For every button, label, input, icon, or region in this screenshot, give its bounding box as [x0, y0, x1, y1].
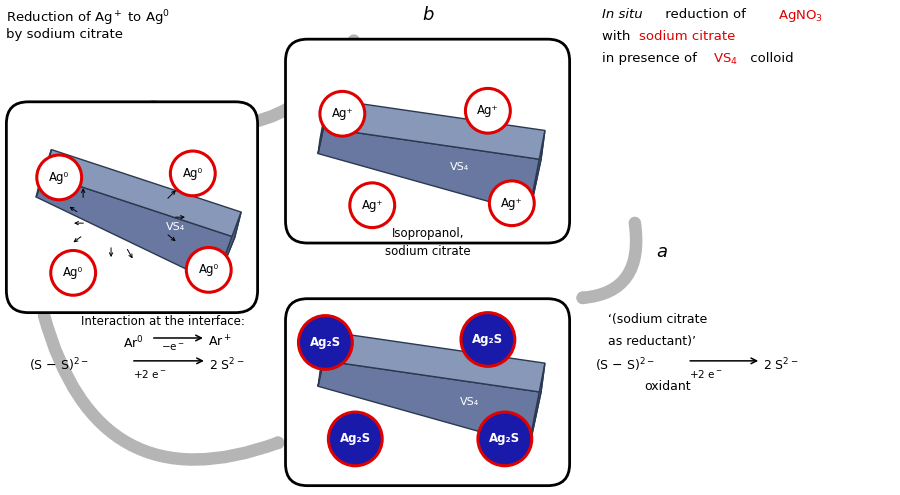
FancyArrowPatch shape: [153, 41, 354, 125]
Text: VS$_4$: VS$_4$: [713, 52, 738, 67]
Text: Ag₂S: Ag₂S: [310, 336, 341, 349]
Text: (S $-$ S)$^{2-}$: (S $-$ S)$^{2-}$: [30, 356, 89, 374]
Polygon shape: [323, 332, 544, 392]
Circle shape: [461, 313, 515, 366]
Text: VS₄: VS₄: [460, 397, 480, 407]
Text: by sodium citrate: by sodium citrate: [6, 28, 123, 41]
Text: Ag⁰: Ag⁰: [199, 263, 219, 276]
Circle shape: [465, 89, 510, 133]
FancyBboxPatch shape: [285, 39, 570, 243]
Text: Ag⁺: Ag⁺: [501, 197, 523, 210]
Circle shape: [328, 412, 382, 466]
Text: Ag₂S: Ag₂S: [339, 433, 371, 446]
Text: VS₄: VS₄: [450, 162, 470, 172]
FancyBboxPatch shape: [285, 298, 570, 486]
Text: Ag₂S: Ag₂S: [490, 433, 520, 446]
Text: Ag⁺: Ag⁺: [362, 198, 383, 212]
Polygon shape: [529, 363, 544, 446]
Text: reduction of: reduction of: [662, 8, 751, 21]
Circle shape: [320, 92, 365, 136]
Text: Ag₂S: Ag₂S: [472, 333, 503, 346]
Circle shape: [186, 248, 231, 292]
Text: Ag⁰: Ag⁰: [63, 266, 83, 279]
Text: AgNO$_3$: AgNO$_3$: [778, 8, 823, 24]
Text: Ag⁺: Ag⁺: [477, 104, 499, 117]
Polygon shape: [529, 131, 544, 213]
Text: Isopropanol,: Isopropanol,: [392, 227, 464, 240]
Text: as reductant)’: as reductant)’: [608, 335, 696, 347]
Polygon shape: [36, 175, 235, 284]
Text: $-$e$^-$: $-$e$^-$: [161, 343, 184, 353]
Text: 2 S$^{2-}$: 2 S$^{2-}$: [209, 356, 245, 373]
FancyBboxPatch shape: [6, 102, 257, 313]
Text: (S $-$ S)$^{2-}$: (S $-$ S)$^{2-}$: [595, 356, 654, 374]
Text: oxidant: oxidant: [644, 380, 691, 393]
Text: sodium citrate: sodium citrate: [385, 245, 471, 258]
Text: $+$2 e$^-$: $+$2 e$^-$: [133, 368, 166, 380]
Polygon shape: [323, 99, 544, 159]
Text: in presence of: in presence of: [601, 52, 701, 65]
Polygon shape: [216, 212, 241, 284]
Text: $+$2 e$^-$: $+$2 e$^-$: [689, 368, 723, 380]
Text: Interaction at the interface:: Interaction at the interface:: [81, 315, 245, 328]
FancyArrowPatch shape: [44, 315, 278, 459]
Polygon shape: [318, 360, 541, 446]
FancyArrowPatch shape: [582, 223, 636, 298]
Text: 2 S$^{2-}$: 2 S$^{2-}$: [763, 356, 798, 373]
Text: Ag⁺: Ag⁺: [331, 107, 353, 120]
Text: sodium citrate: sodium citrate: [639, 30, 736, 43]
Text: Reduction of Ag$^+$ to Ag$^0$: Reduction of Ag$^+$ to Ag$^0$: [6, 8, 170, 28]
Text: colloid: colloid: [746, 52, 794, 65]
Circle shape: [490, 181, 535, 226]
Circle shape: [170, 151, 215, 196]
Text: ‘(sodium citrate: ‘(sodium citrate: [608, 313, 706, 326]
Polygon shape: [318, 332, 328, 386]
Text: In situ: In situ: [601, 8, 643, 21]
Text: a: a: [656, 243, 667, 261]
Circle shape: [299, 316, 352, 369]
Circle shape: [37, 155, 82, 200]
Text: with: with: [601, 30, 634, 43]
Circle shape: [50, 250, 95, 295]
Polygon shape: [36, 149, 51, 197]
Polygon shape: [318, 128, 541, 213]
Polygon shape: [318, 99, 328, 153]
Text: Ar$^0$: Ar$^0$: [123, 335, 144, 351]
Text: Ag⁰: Ag⁰: [50, 171, 69, 184]
Text: Ag⁰: Ag⁰: [183, 167, 202, 180]
Text: Ar$^+$: Ar$^+$: [208, 335, 231, 350]
Circle shape: [350, 183, 395, 228]
Text: b: b: [422, 6, 434, 24]
Polygon shape: [45, 149, 241, 237]
Circle shape: [478, 412, 532, 466]
Text: VS₄: VS₄: [166, 222, 185, 232]
